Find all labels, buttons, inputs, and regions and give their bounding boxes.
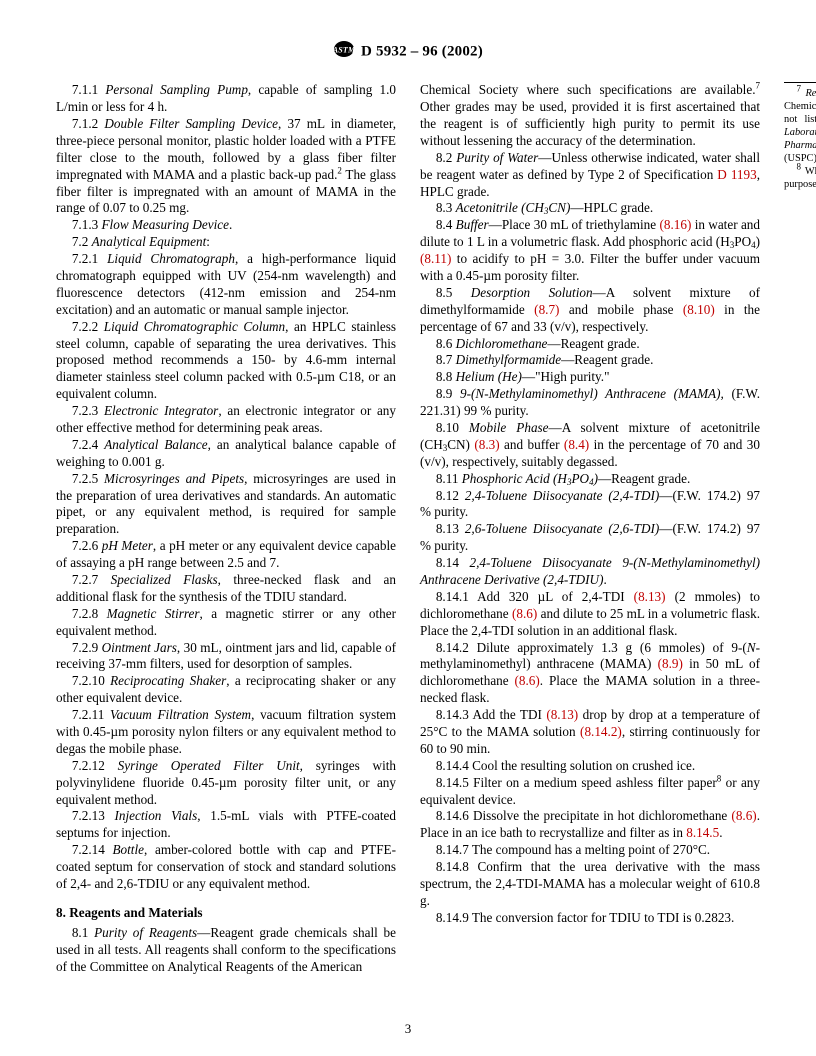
para-7.2.1: 7.2.1 Liquid Chromatograph, a high-perfo…: [56, 251, 396, 319]
para-8.14.6: 8.14.6 Dissolve the precipitate in hot d…: [420, 808, 760, 842]
para-7.2.11: 7.2.11 Vacuum Filtration System, vacuum …: [56, 707, 396, 758]
para-7.2.10: 7.2.10 Reciprocating Shaker, a reciproca…: [56, 673, 396, 707]
page-header: ASTM D 5932 – 96 (2002): [56, 40, 760, 64]
para-7.1.3: 7.1.3 Flow Measuring Device.: [56, 217, 396, 234]
para-7.1.2: 7.1.2 Double Filter Sampling Device, 37 …: [56, 116, 396, 217]
para-8.14.4: 8.14.4 Cool the resulting solution on cr…: [420, 758, 760, 775]
para-8.12: 8.12 2,4-Toluene Diisocyanate (2,4-TDI)—…: [420, 488, 760, 522]
body-columns: 7.1.1 Personal Sampling Pump, capable of…: [56, 82, 760, 1002]
para-8.6: 8.6 Dichloromethane—Reagent grade.: [420, 336, 760, 353]
para-8.14.3: 8.14.3 Add the TDI (8.13) drop by drop a…: [420, 707, 760, 758]
para-7.2.12: 7.2.12 Syringe Operated Filter Unit, syr…: [56, 758, 396, 809]
ref-8.14.2[interactable]: (8.14.2): [580, 724, 622, 739]
para-7.2.6: 7.2.6 pH Meter, a pH meter or any equiva…: [56, 538, 396, 572]
footnote-7: 7 Reagent Chemicals, American Chemical S…: [784, 87, 816, 165]
para-8.13: 8.13 2,6-Toluene Diisocyanate (2,6-TDI)—…: [420, 521, 760, 555]
ref-8.7[interactable]: (8.7): [534, 302, 559, 317]
ref-8.9[interactable]: (8.9): [658, 656, 683, 671]
ref-8.11[interactable]: (8.11): [420, 251, 451, 266]
para-7.2.8: 7.2.8 Magnetic Stirrer, a magnetic stirr…: [56, 606, 396, 640]
para-7.2: 7.2 Analytical Equipment:: [56, 234, 396, 251]
para-8.14.9: 8.14.9 The conversion factor for TDIU to…: [420, 910, 760, 927]
para-7.2.9: 7.2.9 Ointment Jars, 30 mL, ointment jar…: [56, 640, 396, 674]
astm-logo: ASTM: [333, 40, 355, 64]
para-8.14.2: 8.14.2 Dilute approximately 1.3 g (6 mmo…: [420, 640, 760, 708]
para-7.2.2: 7.2.2 Liquid Chromatographic Column, an …: [56, 319, 396, 403]
ref-8.13b[interactable]: (8.13): [546, 707, 578, 722]
para-7.2.7: 7.2.7 Specialized Flasks, three-necked f…: [56, 572, 396, 606]
ref-8.16[interactable]: (8.16): [659, 217, 691, 232]
para-8.4: 8.4 Buffer—Place 30 mL of triethylamine …: [420, 217, 760, 285]
ref-8.3[interactable]: (8.3): [474, 437, 499, 452]
para-7.2.5: 7.2.5 Microsyringes and Pipets, microsyr…: [56, 471, 396, 539]
ref-d1193[interactable]: D 1193: [717, 167, 756, 182]
footnote-8: 8 Whatman No. 40, ashless filter paper h…: [784, 165, 816, 191]
para-8.14: 8.14 2,4-Toluene Diisocyanate 9-(N-Methy…: [420, 555, 760, 589]
para-8.14.1: 8.14.1 Add 320 µL of 2,4-TDI (8.13) (2 m…: [420, 589, 760, 640]
para-8.14.5: 8.14.5 Filter on a medium speed ashless …: [420, 775, 760, 809]
ref-8.6c[interactable]: (8.6): [731, 808, 756, 823]
ref-8.13a[interactable]: (8.13): [634, 589, 666, 604]
para-8.9: 8.9 9-(N-Methylaminomethyl) Anthracene (…: [420, 386, 760, 420]
para-7.2.14: 7.2.14 Bottle, amber-colored bottle with…: [56, 842, 396, 893]
para-8.7: 8.7 Dimethylformamide—Reagent grade.: [420, 352, 760, 369]
ref-8.4[interactable]: (8.4): [564, 437, 589, 452]
para-7.2.3: 7.2.3 Electronic Integrator, an electron…: [56, 403, 396, 437]
para-8.1-cont: Chemical Society where such specificatio…: [420, 82, 760, 150]
para-8.3: 8.3 Acetonitrile (CH3CN)—HPLC grade.: [420, 200, 760, 217]
para-8.10: 8.10 Mobile Phase—A solvent mixture of a…: [420, 420, 760, 471]
para-7.2.13: 7.2.13 Injection Vials, 1.5-mL vials wit…: [56, 808, 396, 842]
svg-text:ASTM: ASTM: [333, 46, 355, 55]
para-7.1.1: 7.1.1 Personal Sampling Pump, capable of…: [56, 82, 396, 116]
para-8.5: 8.5 Desorption Solution—A solvent mixtur…: [420, 285, 760, 336]
para-8.1: 8.1 Purity of Reagents—Reagent grade che…: [56, 925, 396, 976]
para-7.2.4: 7.2.4 Analytical Balance, an analytical …: [56, 437, 396, 471]
footnotes-block: 7 Reagent Chemicals, American Chemical S…: [784, 82, 816, 191]
page-number: 3: [0, 1021, 816, 1038]
ref-8.14.5[interactable]: 8.14.5: [686, 825, 719, 840]
ref-8.6a[interactable]: (8.6): [512, 606, 537, 621]
ref-8.6b[interactable]: (8.6): [515, 673, 540, 688]
para-8.11: 8.11 Phosphoric Acid (H3PO4)—Reagent gra…: [420, 471, 760, 488]
para-8.2: 8.2 Purity of Water—Unless otherwise ind…: [420, 150, 760, 201]
ref-8.10[interactable]: (8.10): [683, 302, 715, 317]
designation: D 5932 – 96 (2002): [361, 44, 483, 60]
para-8.8: 8.8 Helium (He)—"High purity.": [420, 369, 760, 386]
section-8-heading: 8. Reagents and Materials: [56, 905, 396, 922]
para-8.14.8: 8.14.8 Confirm that the urea derivative …: [420, 859, 760, 910]
para-8.14.7: 8.14.7 The compound has a melting point …: [420, 842, 760, 859]
